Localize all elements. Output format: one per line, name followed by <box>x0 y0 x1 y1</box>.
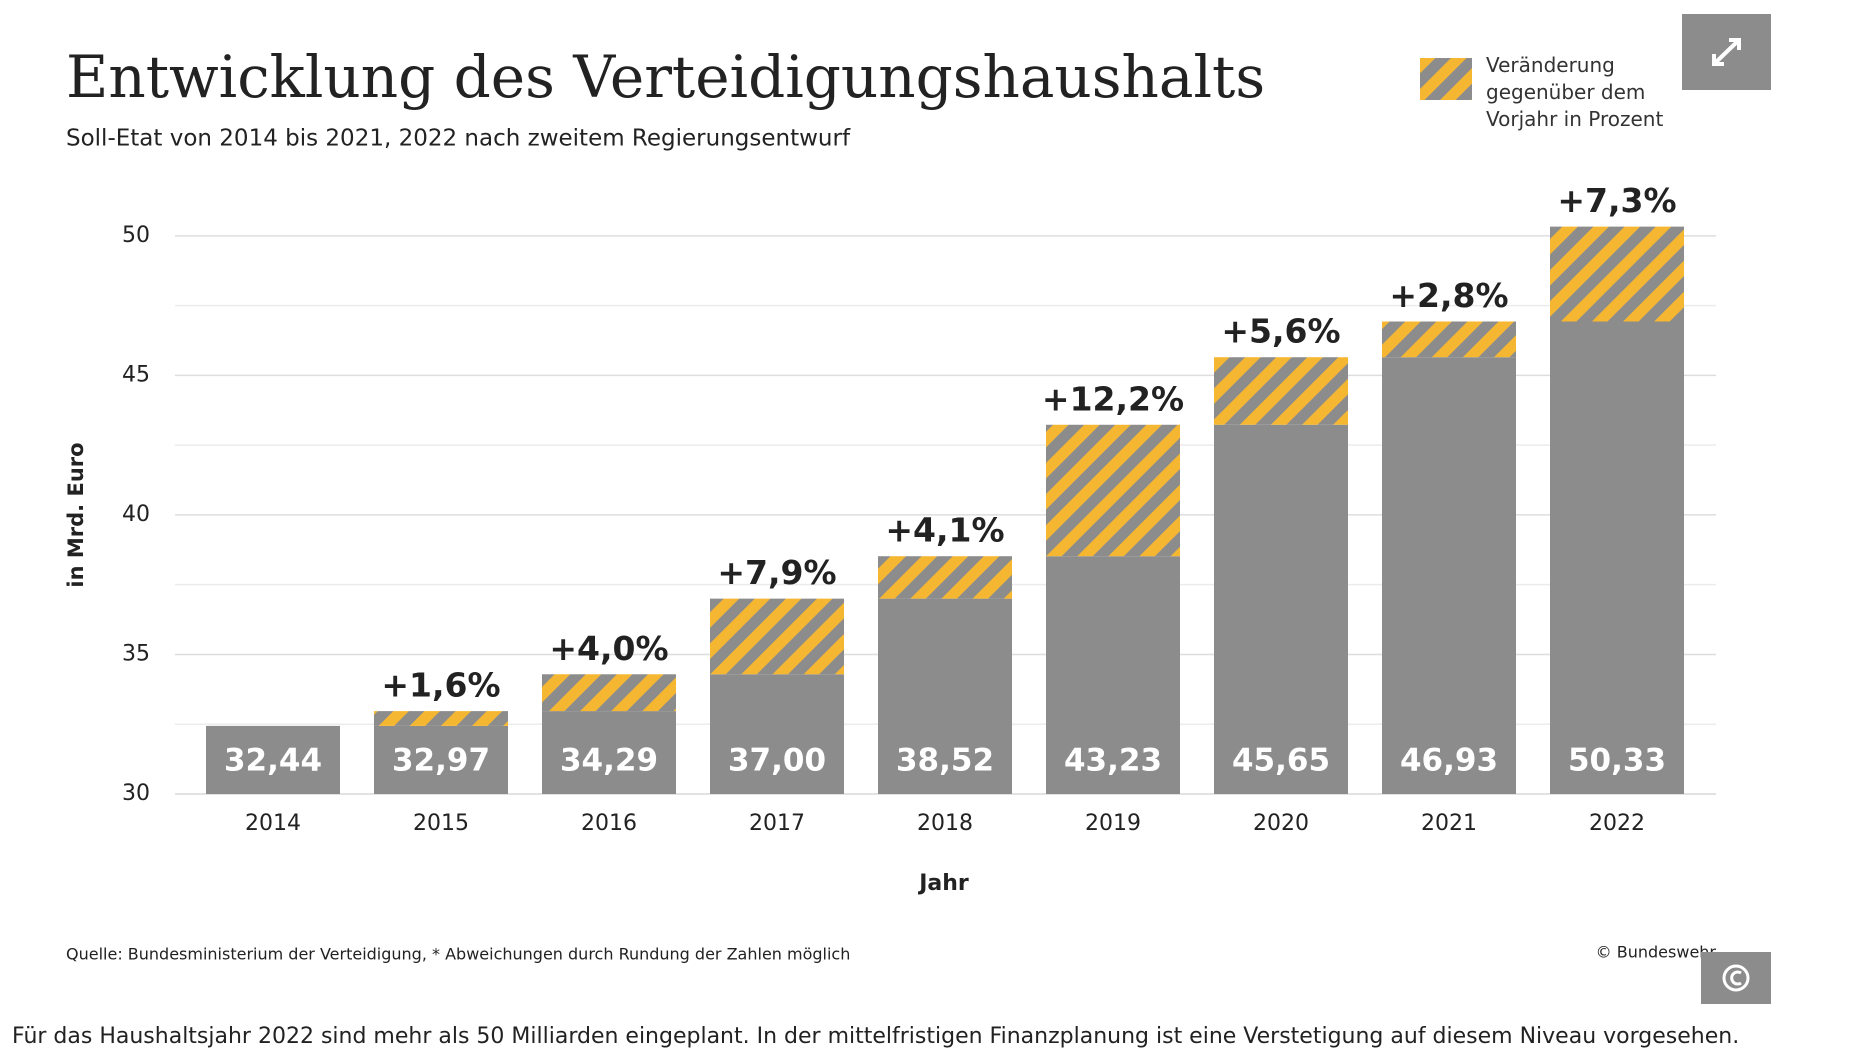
y-tick-label: 50 <box>122 223 150 248</box>
caption: Für das Haushaltsjahr 2022 sind mehr als… <box>12 1024 1740 1049</box>
bar-base <box>542 711 676 794</box>
value-label: 43,23 <box>1064 743 1162 779</box>
bar-increase <box>542 674 676 712</box>
copyright-button[interactable] <box>1701 952 1771 1004</box>
value-label: 37,00 <box>728 743 826 779</box>
bar-base <box>878 598 1012 794</box>
value-label: 38,52 <box>896 743 994 779</box>
change-label: +2,8% <box>1389 276 1508 315</box>
bar-base <box>1382 357 1516 794</box>
change-label: +4,0% <box>549 629 668 668</box>
bar-base <box>1214 424 1348 794</box>
x-tick-label: 2022 <box>1589 811 1645 836</box>
value-label: 34,29 <box>560 743 658 779</box>
value-label: 32,44 <box>224 743 322 779</box>
bar-increase <box>374 711 508 726</box>
copyright-icon <box>1722 964 1750 992</box>
change-label: +12,2% <box>1042 379 1184 418</box>
copyright-icon-c <box>1730 970 1742 986</box>
y-tick-label: 40 <box>122 502 150 527</box>
y-axis-label: in Mrd. Euro <box>64 442 88 587</box>
x-tick-label: 2017 <box>749 811 805 836</box>
x-tick-label: 2019 <box>1085 811 1141 836</box>
bar-base <box>710 674 844 794</box>
bar-base <box>1046 556 1180 794</box>
bar-increase <box>710 598 844 675</box>
bar-increase <box>1046 424 1180 557</box>
y-tick-label: 45 <box>122 362 150 387</box>
expand-icon <box>1712 38 1741 66</box>
change-label: +5,6% <box>1221 312 1340 351</box>
legend-label: Veränderung gegenüber dem Vorjahr in Pro… <box>1486 53 1664 131</box>
chart-title: Entwicklung des Verteidigungshaushalts <box>66 43 1265 111</box>
source-note: Quelle: Bundesministerium der Verteidigu… <box>66 945 850 964</box>
bar-base <box>374 725 508 794</box>
change-label: +7,3% <box>1557 181 1676 220</box>
y-tick-label: 35 <box>122 641 150 666</box>
x-tick-label: 2016 <box>581 811 637 836</box>
copyright-button-bg[interactable] <box>1701 952 1771 1004</box>
bar-increase <box>878 556 1012 599</box>
x-tick-label: 2015 <box>413 811 469 836</box>
y-tick-label: 30 <box>122 781 150 806</box>
bar <box>206 725 340 794</box>
expand-button[interactable] <box>1682 14 1771 90</box>
change-label: +1,6% <box>381 666 500 705</box>
value-label: 32,97 <box>392 743 490 779</box>
bar-increase <box>1550 226 1684 322</box>
x-tick-label: 2020 <box>1253 811 1309 836</box>
chart-subtitle: Soll-Etat von 2014 bis 2021, 2022 nach z… <box>66 126 851 152</box>
value-label: 46,93 <box>1400 743 1498 779</box>
copyright: © Bundeswehr <box>1596 943 1717 962</box>
x-tick-label: 2014 <box>245 811 301 836</box>
value-label: 50,33 <box>1568 743 1666 779</box>
legend-swatch <box>1420 58 1472 100</box>
change-label: +4,1% <box>885 511 1004 550</box>
bar-base <box>1550 321 1684 794</box>
value-label: 45,65 <box>1232 743 1330 779</box>
x-axis-label: Jahr <box>917 871 969 896</box>
x-tick-label: 2018 <box>917 811 973 836</box>
bar-increase <box>1214 357 1348 425</box>
change-label: +7,9% <box>717 553 836 592</box>
x-tick-label: 2021 <box>1421 811 1477 836</box>
bar-increase <box>1382 321 1516 358</box>
